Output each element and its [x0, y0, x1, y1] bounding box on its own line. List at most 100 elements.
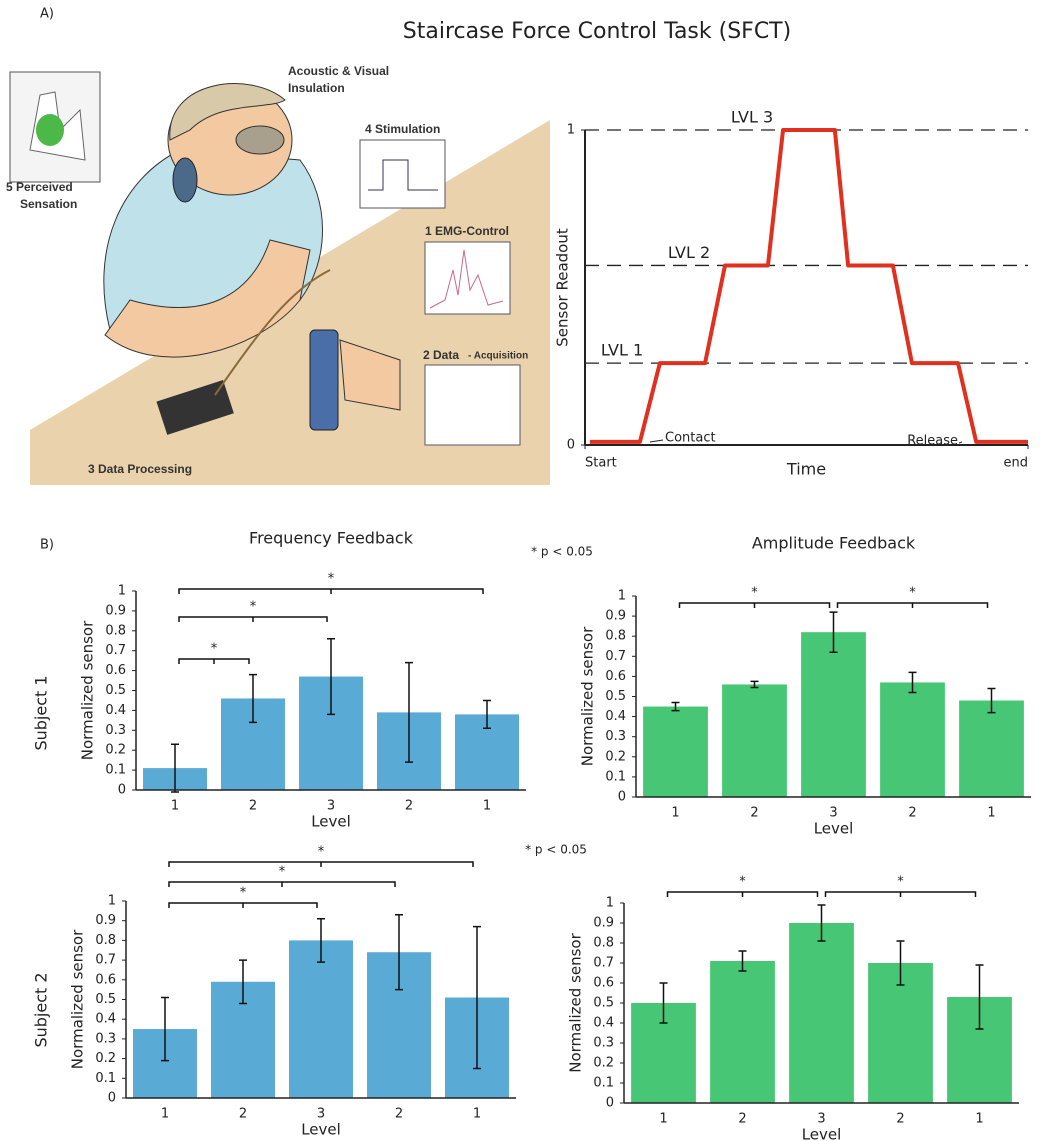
panel-label: A) — [40, 7, 54, 22]
error-bar — [327, 638, 335, 716]
bar — [643, 706, 708, 797]
panel-label: B) — [40, 538, 54, 553]
error-bar — [405, 661, 413, 763]
y-tick-label: 0.5 — [95, 992, 116, 1007]
significance-star: * — [250, 600, 257, 615]
y-tick-label: 0 — [567, 438, 575, 453]
hair — [169, 83, 286, 141]
y-tick-label: 0.8 — [105, 623, 126, 638]
y-tick-label: 0.9 — [593, 916, 614, 931]
significance-bracket — [666, 891, 819, 897]
error-bar — [239, 959, 247, 1005]
significance-bracket — [178, 588, 484, 594]
y-tick-label: 0.5 — [593, 996, 614, 1011]
x-tick-label: 3 — [327, 799, 335, 814]
significance-bracket — [178, 616, 328, 622]
x-axis-label: Level — [814, 820, 854, 838]
significance-star: * — [318, 845, 325, 860]
significance-note: * p < 0.05 — [531, 545, 593, 559]
figure-title: Staircase Force Control Task (SFCT) — [403, 19, 791, 44]
x-tick-label: 2 — [239, 1107, 247, 1122]
y-tick-label: 0.3 — [593, 1036, 614, 1051]
eye-mask — [235, 125, 285, 155]
y-tick-label: 0.1 — [593, 1076, 614, 1091]
level-label: LVL 3 — [731, 108, 773, 127]
emg-trace — [429, 249, 504, 309]
bar — [789, 923, 854, 1103]
y-tick-label: 0.4 — [95, 1012, 116, 1027]
error-bar — [161, 996, 169, 1062]
error-bar — [249, 673, 257, 724]
x-axis-label: Level — [301, 1121, 341, 1139]
chart-title: Amplitude Feedback — [752, 534, 916, 553]
x-tick-label: end — [1004, 456, 1029, 471]
error-bar — [975, 964, 984, 1030]
y-axis-label: Normalized sensor — [579, 626, 597, 766]
y-tick-label: 0.8 — [605, 629, 626, 644]
annotation-leader — [649, 439, 664, 443]
y-tick-label: 0.5 — [105, 683, 126, 698]
stimulation-wave — [368, 159, 438, 191]
x-tick-label: 1 — [975, 1112, 983, 1127]
y-tick-label: 1 — [567, 123, 575, 138]
bar — [880, 682, 945, 797]
row-label: Subject 1 — [32, 675, 51, 750]
error-bar — [473, 925, 481, 1070]
board — [156, 380, 234, 435]
error-bar — [829, 611, 838, 654]
y-axis-label: Normalized sensor — [567, 932, 585, 1072]
y-tick-label: 0.8 — [95, 933, 116, 948]
bar — [959, 700, 1024, 797]
x-tick-label: 1 — [171, 799, 179, 814]
y-tick-label: 0.6 — [605, 669, 626, 684]
cable — [214, 269, 331, 396]
illustration-label: - Acquisition — [468, 351, 528, 362]
x-tick-label: 3 — [317, 1107, 325, 1122]
error-bar — [659, 982, 668, 1024]
y-tick-label: 0.2 — [95, 1051, 116, 1066]
significance-bracket — [836, 602, 989, 608]
significance-star: * — [897, 875, 904, 890]
inset-data — [424, 364, 521, 446]
error-bar — [896, 940, 905, 986]
significance-bracket — [678, 602, 831, 608]
bar — [289, 940, 353, 1098]
significance-star: * — [909, 586, 916, 601]
significance-star: * — [279, 865, 286, 880]
y-tick-label: 0.1 — [95, 1071, 116, 1086]
headphone — [172, 157, 198, 203]
significance-note: * p < 0.05 — [525, 843, 587, 857]
x-tick-label: 1 — [473, 1107, 481, 1122]
x-tick-label: 2 — [249, 799, 257, 814]
y-tick-label: 0 — [618, 790, 626, 805]
significance-star: * — [751, 586, 758, 601]
y-tick-label: 0.9 — [95, 913, 116, 928]
illustration-label: 5 Perceived — [6, 180, 73, 194]
x-tick-label: 1 — [987, 806, 995, 821]
chart-title: Frequency Feedback — [249, 529, 414, 548]
y-tick-label: 0.1 — [605, 769, 626, 784]
annotation-leader — [958, 441, 963, 444]
y-axis-label: Normalized sensor — [69, 929, 87, 1069]
illustration-label: 4 Stimulation — [365, 122, 440, 136]
x-tick-label: Start — [585, 456, 617, 471]
y-tick-label: 1 — [606, 896, 614, 911]
error-bar — [908, 671, 917, 694]
y-axis-label: Sensor Readout — [554, 228, 572, 347]
x-tick-label: 2 — [738, 1112, 746, 1127]
x-axis-label: Time — [786, 460, 826, 479]
x-tick-label: 1 — [161, 1107, 169, 1122]
significance-bracket — [168, 902, 318, 908]
significance-star: * — [211, 642, 218, 657]
y-tick-label: 1 — [108, 894, 116, 909]
x-tick-label: 2 — [896, 1112, 904, 1127]
y-tick-label: 0.6 — [593, 976, 614, 991]
error-bar — [738, 950, 747, 972]
y-tick-label: 0 — [606, 1096, 614, 1111]
bar — [722, 684, 787, 797]
error-bar — [817, 904, 826, 942]
y-tick-label: 0.7 — [105, 643, 126, 658]
inset-emg — [424, 241, 511, 315]
significance-star: * — [240, 886, 247, 901]
